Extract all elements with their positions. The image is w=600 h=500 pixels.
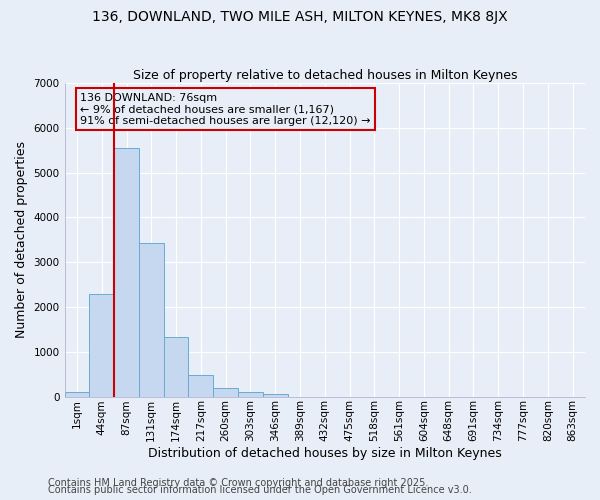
Bar: [238, 392, 263, 396]
Bar: [114, 148, 139, 396]
Text: 136 DOWNLAND: 76sqm
← 9% of detached houses are smaller (1,167)
91% of semi-deta: 136 DOWNLAND: 76sqm ← 9% of detached hou…: [80, 92, 371, 126]
Text: Contains public sector information licensed under the Open Government Licence v3: Contains public sector information licen…: [48, 485, 472, 495]
Bar: [213, 388, 238, 396]
Y-axis label: Number of detached properties: Number of detached properties: [15, 142, 28, 338]
Bar: [139, 244, 164, 396]
Bar: [65, 392, 89, 396]
Bar: [188, 375, 213, 396]
Text: 136, DOWNLAND, TWO MILE ASH, MILTON KEYNES, MK8 8JX: 136, DOWNLAND, TWO MILE ASH, MILTON KEYN…: [92, 10, 508, 24]
X-axis label: Distribution of detached houses by size in Milton Keynes: Distribution of detached houses by size …: [148, 447, 502, 460]
Title: Size of property relative to detached houses in Milton Keynes: Size of property relative to detached ho…: [133, 69, 517, 82]
Bar: [164, 338, 188, 396]
Bar: [263, 394, 287, 396]
Bar: [89, 294, 114, 397]
Text: Contains HM Land Registry data © Crown copyright and database right 2025.: Contains HM Land Registry data © Crown c…: [48, 478, 428, 488]
